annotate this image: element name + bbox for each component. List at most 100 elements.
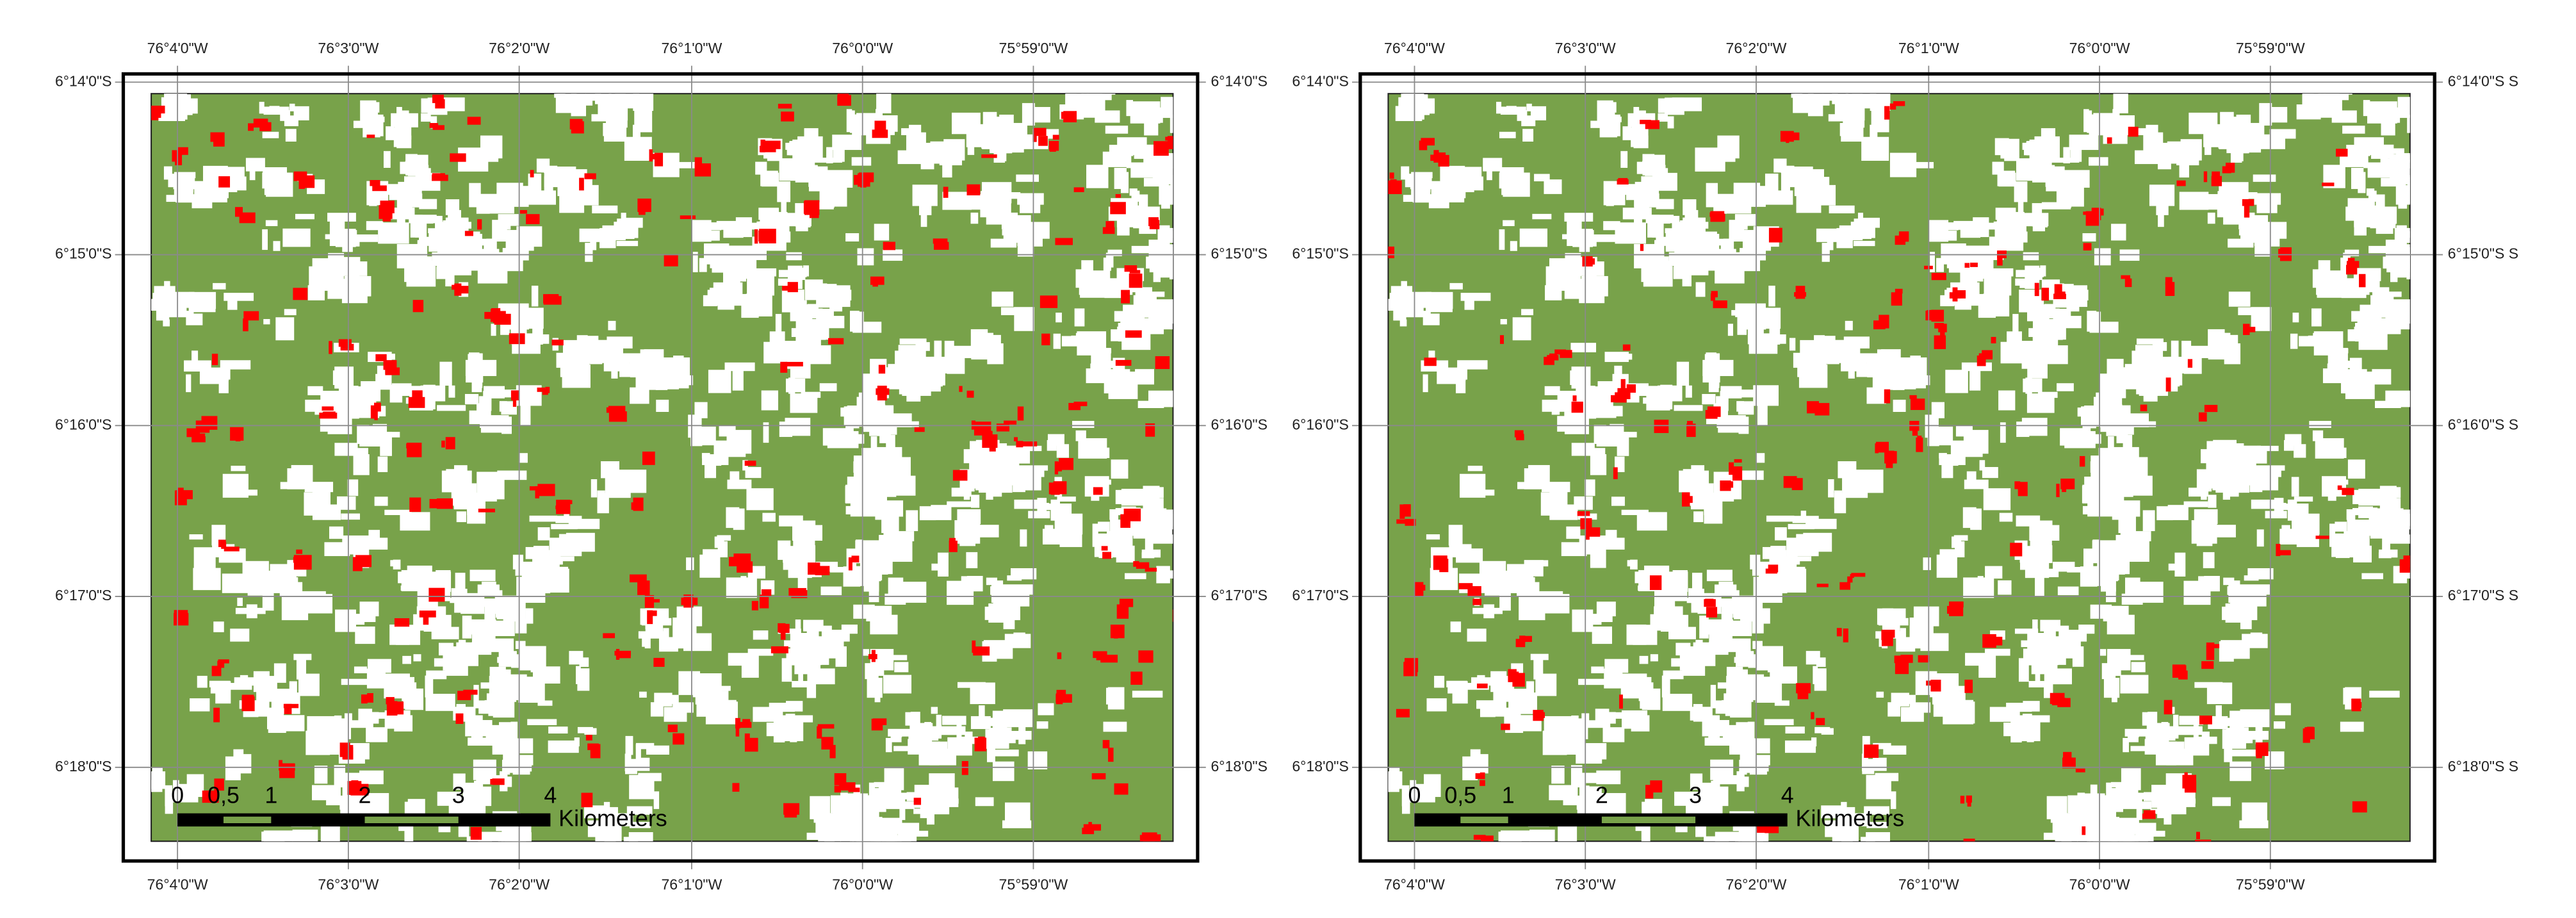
change-patch: [1149, 220, 1160, 229]
non-forest-area: [2228, 291, 2251, 307]
non-forest-area: [597, 490, 605, 509]
non-forest-area: [727, 586, 738, 598]
non-forest-area: [2089, 434, 2101, 444]
non-forest-area: [732, 370, 744, 391]
non-forest-area: [359, 602, 379, 617]
non-forest-area: [2193, 723, 2199, 740]
non-forest-area: [471, 624, 496, 644]
non-forest-area: [865, 841, 884, 842]
non-forest-area: [2164, 812, 2172, 825]
change-patch: [375, 354, 387, 361]
non-forest-area: [2194, 682, 2223, 688]
change-patch: [338, 339, 352, 347]
non-forest-area: [713, 440, 728, 463]
non-forest-area: [833, 802, 847, 816]
non-forest-area: [533, 546, 550, 552]
change-patch: [1499, 335, 1504, 344]
non-forest-area: [2175, 790, 2182, 811]
non-forest-area: [1098, 521, 1110, 532]
change-patch: [778, 623, 786, 633]
non-forest-area: [462, 615, 472, 639]
non-forest-area: [829, 302, 843, 312]
non-forest-area: [845, 425, 854, 435]
non-forest-area: [1499, 229, 1505, 250]
non-forest-area: [1720, 386, 1742, 398]
change-patch: [1917, 436, 1922, 444]
non-forest-area: [1914, 617, 1933, 630]
non-forest-area: [1769, 324, 1781, 345]
non-forest-area: [2023, 146, 2041, 156]
non-forest-area: [360, 100, 377, 122]
change-patch: [1115, 193, 1121, 198]
non-forest-area: [1866, 821, 1888, 828]
non-forest-area: [2026, 393, 2055, 413]
change-patch: [1073, 187, 1084, 192]
non-forest-area: [1149, 252, 1173, 273]
non-forest-area: [1788, 523, 1815, 530]
non-forest-area: [352, 386, 368, 395]
non-forest-area: [703, 549, 721, 557]
change-patch: [637, 198, 651, 212]
non-forest-area: [354, 539, 364, 549]
non-forest-area: [435, 215, 443, 237]
non-forest-area: [874, 782, 886, 788]
non-forest-area: [990, 455, 1020, 468]
non-forest-area: [1672, 97, 1702, 111]
non-forest-area: [781, 201, 787, 218]
non-forest-area: [2171, 741, 2185, 764]
non-forest-area: [2135, 832, 2154, 842]
non-forest-area: [480, 415, 509, 433]
non-forest-area: [453, 465, 468, 481]
change-patch: [754, 229, 758, 244]
change-patch: [2079, 455, 2085, 467]
non-forest-area: [1858, 353, 1887, 363]
non-forest-area: [1893, 399, 1906, 412]
change-patch: [478, 509, 495, 512]
change-patch: [1014, 437, 1018, 441]
change-patch: [175, 490, 193, 500]
non-forest-area: [1558, 824, 1577, 842]
non-forest-area: [1891, 693, 1909, 707]
top-coordinate-label: 76°4'0"W: [147, 40, 208, 56]
non-forest-area: [1395, 106, 1423, 121]
non-forest-area: [1053, 333, 1061, 349]
left-coordinate-label: 6°14'0"S: [55, 72, 112, 89]
non-forest-area: [2230, 593, 2238, 612]
change-patch: [883, 242, 895, 250]
right-coordinate-label: 6°18'0"S: [1211, 758, 1268, 775]
non-forest-area: [334, 443, 358, 456]
non-forest-area: [1496, 585, 1503, 592]
non-forest-area: [847, 406, 860, 425]
non-forest-area: [2044, 304, 2056, 316]
non-forest-area: [813, 650, 829, 665]
non-forest-area: [1757, 404, 1768, 426]
non-forest-area: [576, 99, 593, 106]
non-forest-area: [1718, 415, 1746, 433]
change-patch: [490, 778, 494, 785]
non-forest-area: [356, 234, 379, 242]
scale-bar-label: 3: [452, 782, 465, 808]
non-forest-area: [2143, 388, 2158, 402]
change-patch: [211, 666, 222, 676]
change-patch: [817, 726, 822, 739]
non-forest-area: [1735, 837, 1763, 842]
non-forest-area: [1472, 607, 1503, 614]
change-patch: [1816, 584, 1829, 587]
non-forest-area: [1721, 602, 1752, 614]
non-forest-area: [1829, 205, 1855, 214]
change-patch: [1572, 395, 1577, 402]
non-forest-area: [1960, 227, 1981, 238]
non-forest-area: [892, 823, 920, 833]
change-patch: [1687, 496, 1693, 503]
change-patch: [2345, 265, 2358, 275]
non-forest-area: [383, 673, 411, 680]
map-content: [151, 94, 1173, 842]
non-forest-area: [963, 449, 994, 464]
change-patch: [2351, 698, 2355, 710]
non-forest-area: [263, 830, 293, 842]
non-forest-area: [1998, 390, 2016, 411]
change-patch: [213, 140, 225, 147]
non-forest-area: [2034, 156, 2052, 170]
non-forest-area: [1711, 249, 1736, 259]
change-patch: [2034, 283, 2039, 297]
